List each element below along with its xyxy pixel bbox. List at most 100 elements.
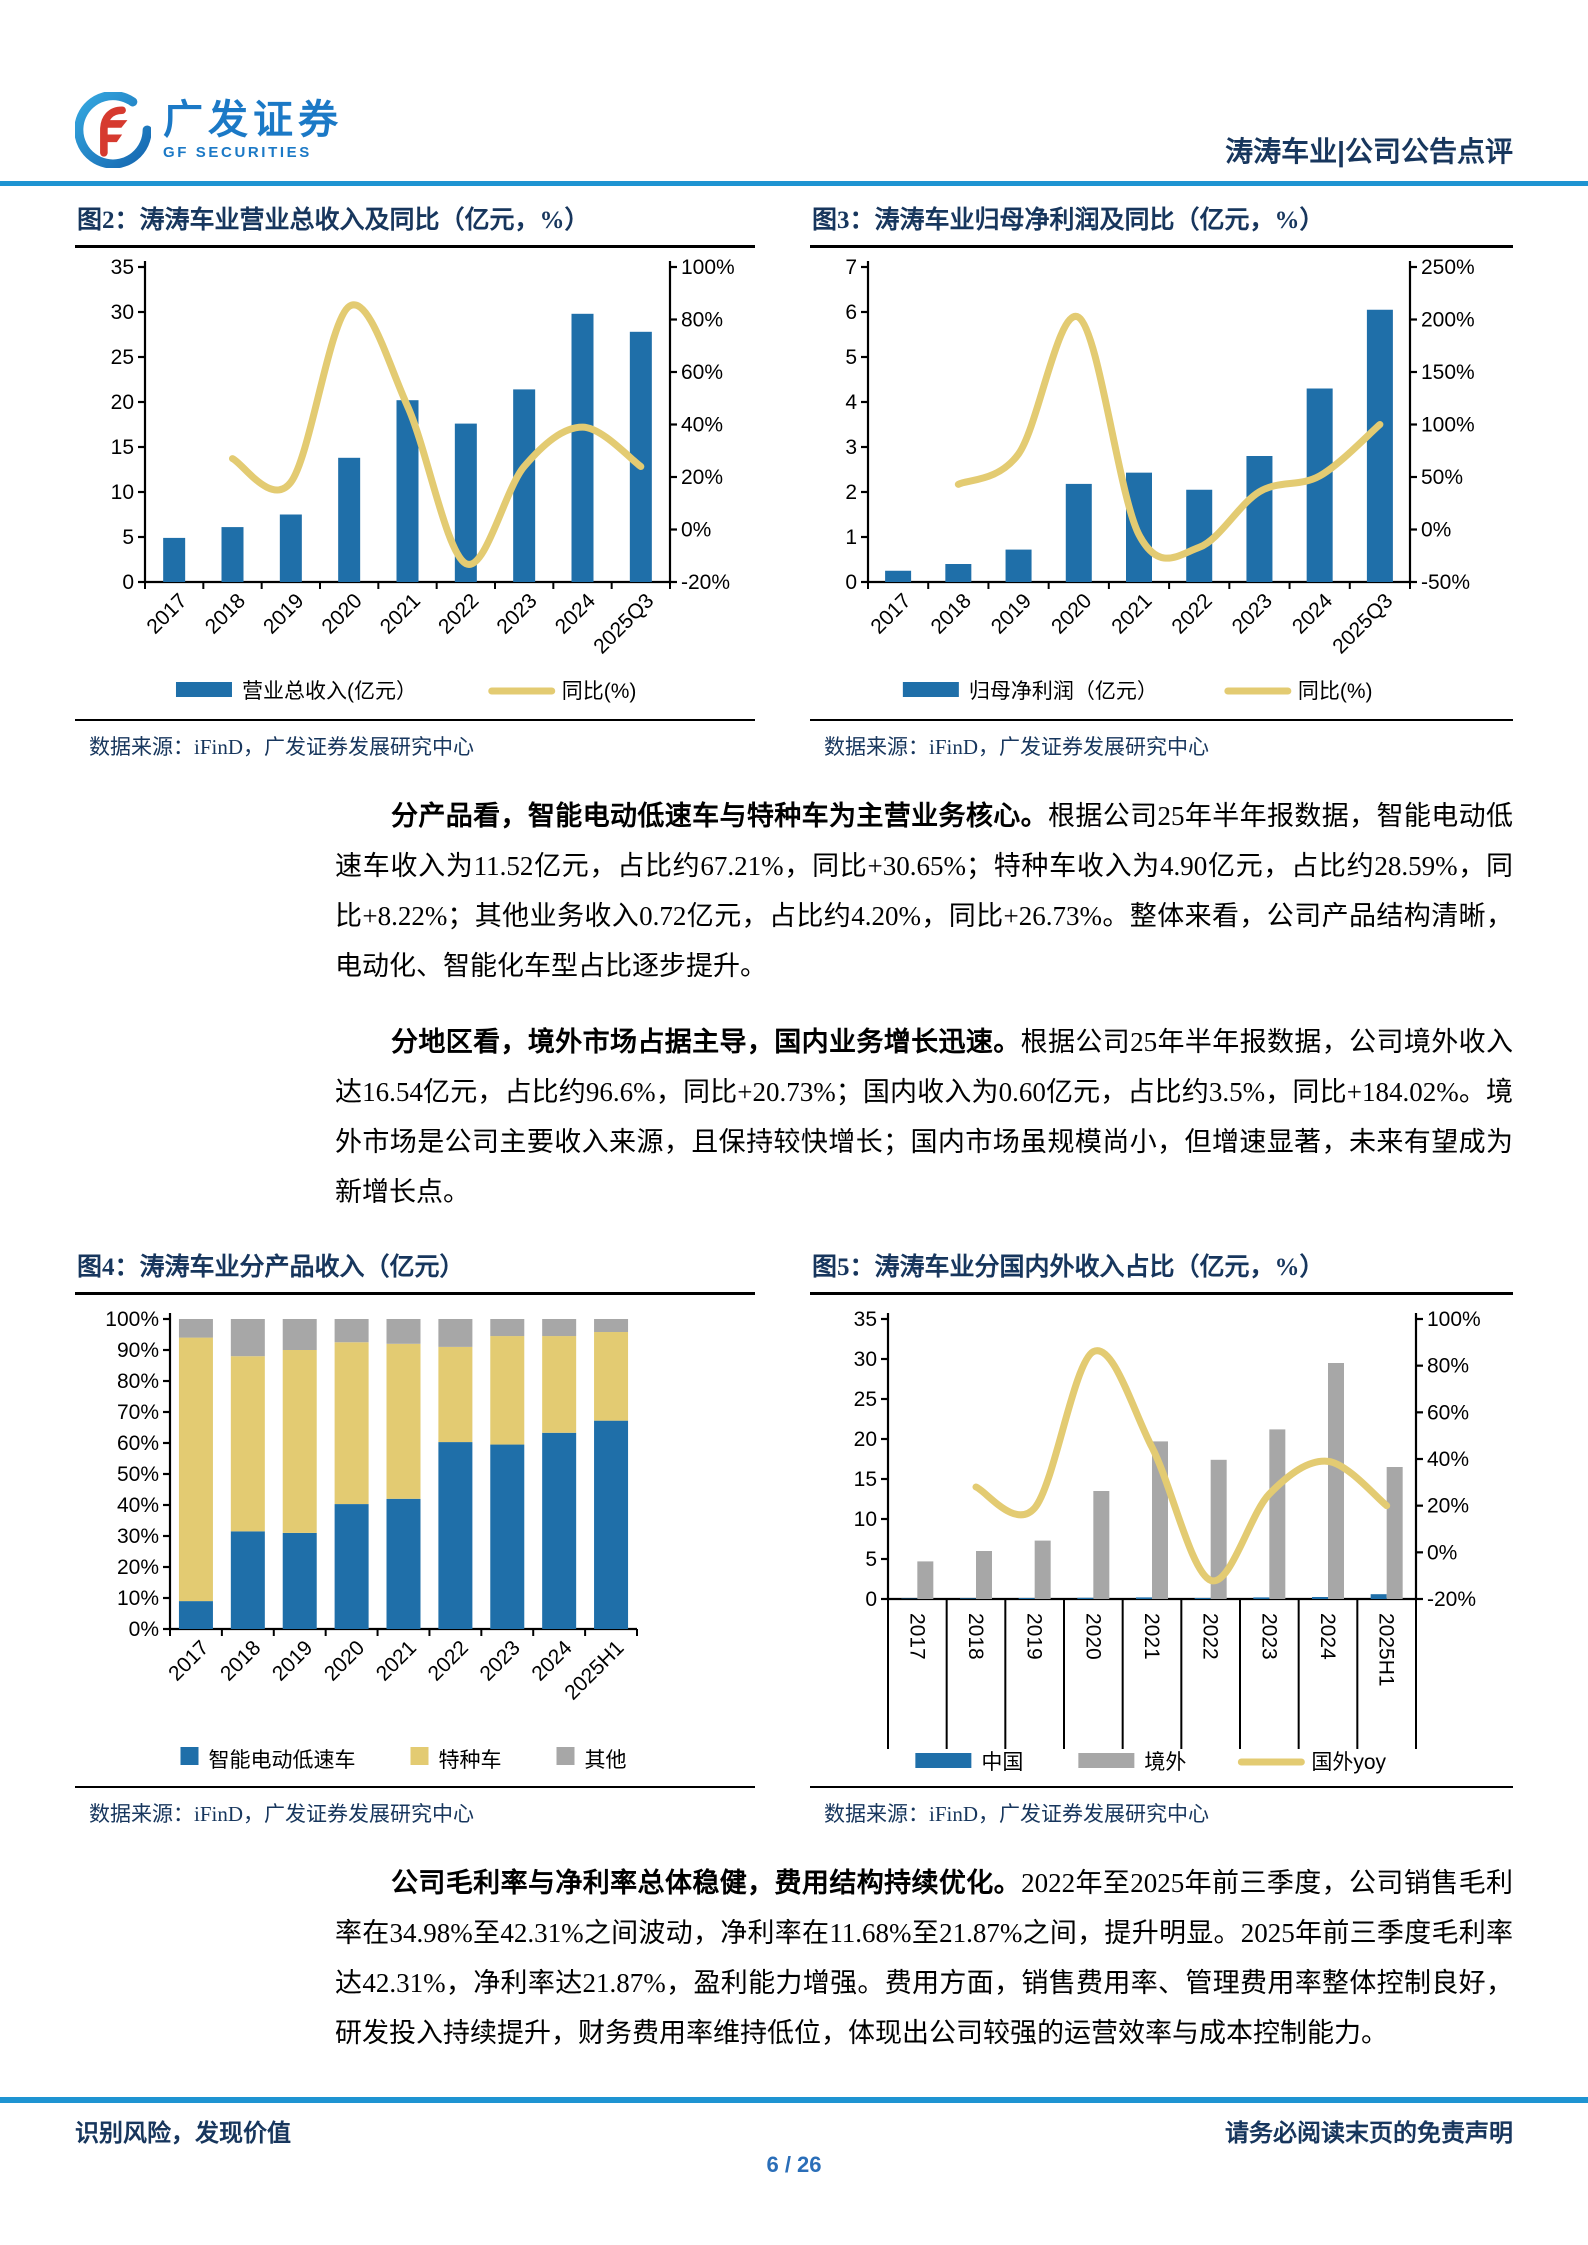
bar-segment: [178, 1601, 213, 1629]
legend-label: 归母净利润（亿元）: [969, 680, 1158, 703]
svg-text:2024: 2024: [1316, 1613, 1339, 1660]
figure-4-title: 图4：涛涛车业分产品收入（亿元）: [75, 1243, 755, 1295]
right-axis: -50% 0% 50% 100% 150% 200% 250%: [1408, 256, 1475, 594]
svg-text:2020: 2020: [320, 1636, 369, 1685]
svg-text:25: 25: [854, 1388, 877, 1411]
paragraph-regions-lead: 分地区看，境外市场占据主导，国内业务增长迅速。: [391, 1027, 1021, 1057]
stacked-bar-series: [178, 1319, 629, 1357]
bar-segment: [594, 1332, 629, 1421]
svg-text:20%: 20%: [681, 466, 723, 489]
yoy-line: [954, 313, 1384, 562]
svg-text:2021: 2021: [1107, 589, 1156, 638]
svg-text:100%: 100%: [105, 1308, 159, 1331]
svg-text:10%: 10%: [117, 1587, 159, 1610]
left-axis: 0 5 10 15 20 25 30 35: [854, 1308, 890, 1611]
legend-swatch: [410, 1747, 429, 1765]
figure-2-title: 图2：涛涛车业营业总收入及同比（亿元，%）: [75, 196, 755, 248]
figure-5-title: 图5：涛涛车业分国内外收入占比（亿元，%）: [810, 1243, 1513, 1295]
legend-swatch: [556, 1747, 575, 1765]
svg-text:2019: 2019: [259, 589, 308, 638]
svg-text:2021: 2021: [376, 589, 425, 638]
gf-logo-icon: [75, 92, 151, 168]
svg-text:2018: 2018: [201, 589, 250, 638]
stacked-bar-series: [178, 1420, 629, 1629]
x-axis: [169, 1627, 638, 1636]
bar: [396, 400, 419, 582]
figure-row-2: 图4：涛涛车业分产品收入（亿元） 0% 10% 20% 30% 40% 50% 60% 70%…: [0, 1243, 1588, 1832]
bar-segment: [542, 1432, 577, 1629]
bar-segment: [490, 1319, 525, 1337]
legend: 智能电动低速车 特种车 其他: [180, 1747, 627, 1772]
svg-text:60%: 60%: [117, 1432, 159, 1455]
brand-text: 广发证券 GF SECURITIES: [163, 99, 343, 161]
legend-swatch: [915, 1753, 972, 1768]
svg-text:2017: 2017: [866, 589, 915, 638]
bar-segment: [282, 1350, 317, 1533]
svg-text:2017: 2017: [164, 1636, 213, 1685]
paragraph-products-lead: 分产品看，智能电动低速车与特种车为主营业务核心。: [391, 801, 1048, 831]
bar-segment: [282, 1319, 317, 1350]
bar: [1312, 1597, 1328, 1599]
figure-5: 图5：涛涛车业分国内外收入占比（亿元，%） 0 5 10 15 20 25 30 35 -20%…: [810, 1243, 1513, 1832]
svg-text:80%: 80%: [1427, 1355, 1469, 1378]
bar-segment: [334, 1504, 369, 1629]
bar: [1005, 549, 1032, 582]
svg-text:100%: 100%: [681, 256, 735, 279]
legend-swatch: [180, 1747, 199, 1765]
yoy-line: [972, 1347, 1391, 1585]
svg-text:2020: 2020: [1047, 589, 1096, 638]
svg-text:2021: 2021: [1140, 1613, 1163, 1660]
svg-text:2025H1: 2025H1: [1375, 1613, 1398, 1687]
figure-2-source: 数据来源：iFinD，广发证券发展研究中心: [75, 719, 755, 765]
paragraph-regions: 分地区看，境外市场占据主导，国内业务增长迅速。根据公司25年半年报数据，公司境外…: [335, 1017, 1513, 1217]
svg-text:20%: 20%: [1427, 1495, 1469, 1518]
figure-4-chart: 0%10%20%30%40%50%60%70%80%90%100%2017 201…: [105, 1308, 638, 1772]
bar: [976, 1551, 992, 1599]
x-axis: [867, 580, 1411, 589]
svg-text:5: 5: [865, 1548, 877, 1571]
bar-segment: [230, 1319, 265, 1357]
legend: 归母净利润（亿元） 同比(%): [902, 680, 1373, 703]
svg-text:30: 30: [854, 1348, 877, 1371]
bar: [163, 537, 186, 582]
bar: [1370, 1594, 1387, 1599]
svg-text:0%: 0%: [681, 519, 711, 542]
legend-label: 特种车: [439, 1749, 502, 1772]
svg-text:2020: 2020: [317, 589, 366, 638]
bar: [279, 514, 302, 582]
figure-2: 图2：涛涛车业营业总收入及同比（亿元，%） 0 5 10 15 20 25 30 35 -20%…: [75, 196, 755, 765]
left-axis: 0% 10% 20% 30% 40% 50% 60% 70% 80% 90% 100%: [105, 1308, 172, 1641]
svg-text:200%: 200%: [1421, 309, 1475, 332]
svg-text:40%: 40%: [681, 414, 723, 437]
bar-segment: [386, 1343, 421, 1499]
svg-text:50%: 50%: [1421, 466, 1463, 489]
svg-text:2021: 2021: [372, 1636, 421, 1685]
svg-text:6: 6: [845, 301, 857, 324]
svg-text:-20%: -20%: [1427, 1588, 1476, 1611]
svg-text:20%: 20%: [117, 1556, 159, 1579]
svg-text:2022: 2022: [1167, 589, 1216, 638]
gf-securities-logo: 广发证券 GF SECURITIES: [75, 92, 343, 168]
bar: [1386, 1467, 1403, 1599]
bar-segment: [490, 1336, 525, 1445]
svg-text:3: 3: [845, 436, 857, 459]
paragraph-products-body: 根据公司25年半年报数据，智能电动低速车收入为11.52亿元，占比约67.21%…: [335, 801, 1513, 981]
svg-text:50%: 50%: [117, 1463, 159, 1486]
paragraph-regions-body: 根据公司25年半年报数据，公司境外收入达16.54亿元，占比约96.6%，同比+…: [335, 1027, 1513, 1207]
svg-text:2017: 2017: [142, 589, 191, 638]
bar-segment: [438, 1319, 473, 1347]
svg-text:-20%: -20%: [681, 571, 730, 594]
svg-text:2023: 2023: [1228, 589, 1277, 638]
bar-segment: [438, 1442, 473, 1629]
svg-text:2022: 2022: [1199, 1613, 1222, 1660]
svg-text:2017: 2017: [905, 1613, 928, 1660]
svg-text:2019: 2019: [268, 1636, 317, 1685]
right-axis: -20% 0% 20% 40% 60% 80% 100%: [668, 256, 735, 594]
svg-text:2: 2: [845, 481, 857, 504]
svg-text:100%: 100%: [1421, 414, 1475, 437]
